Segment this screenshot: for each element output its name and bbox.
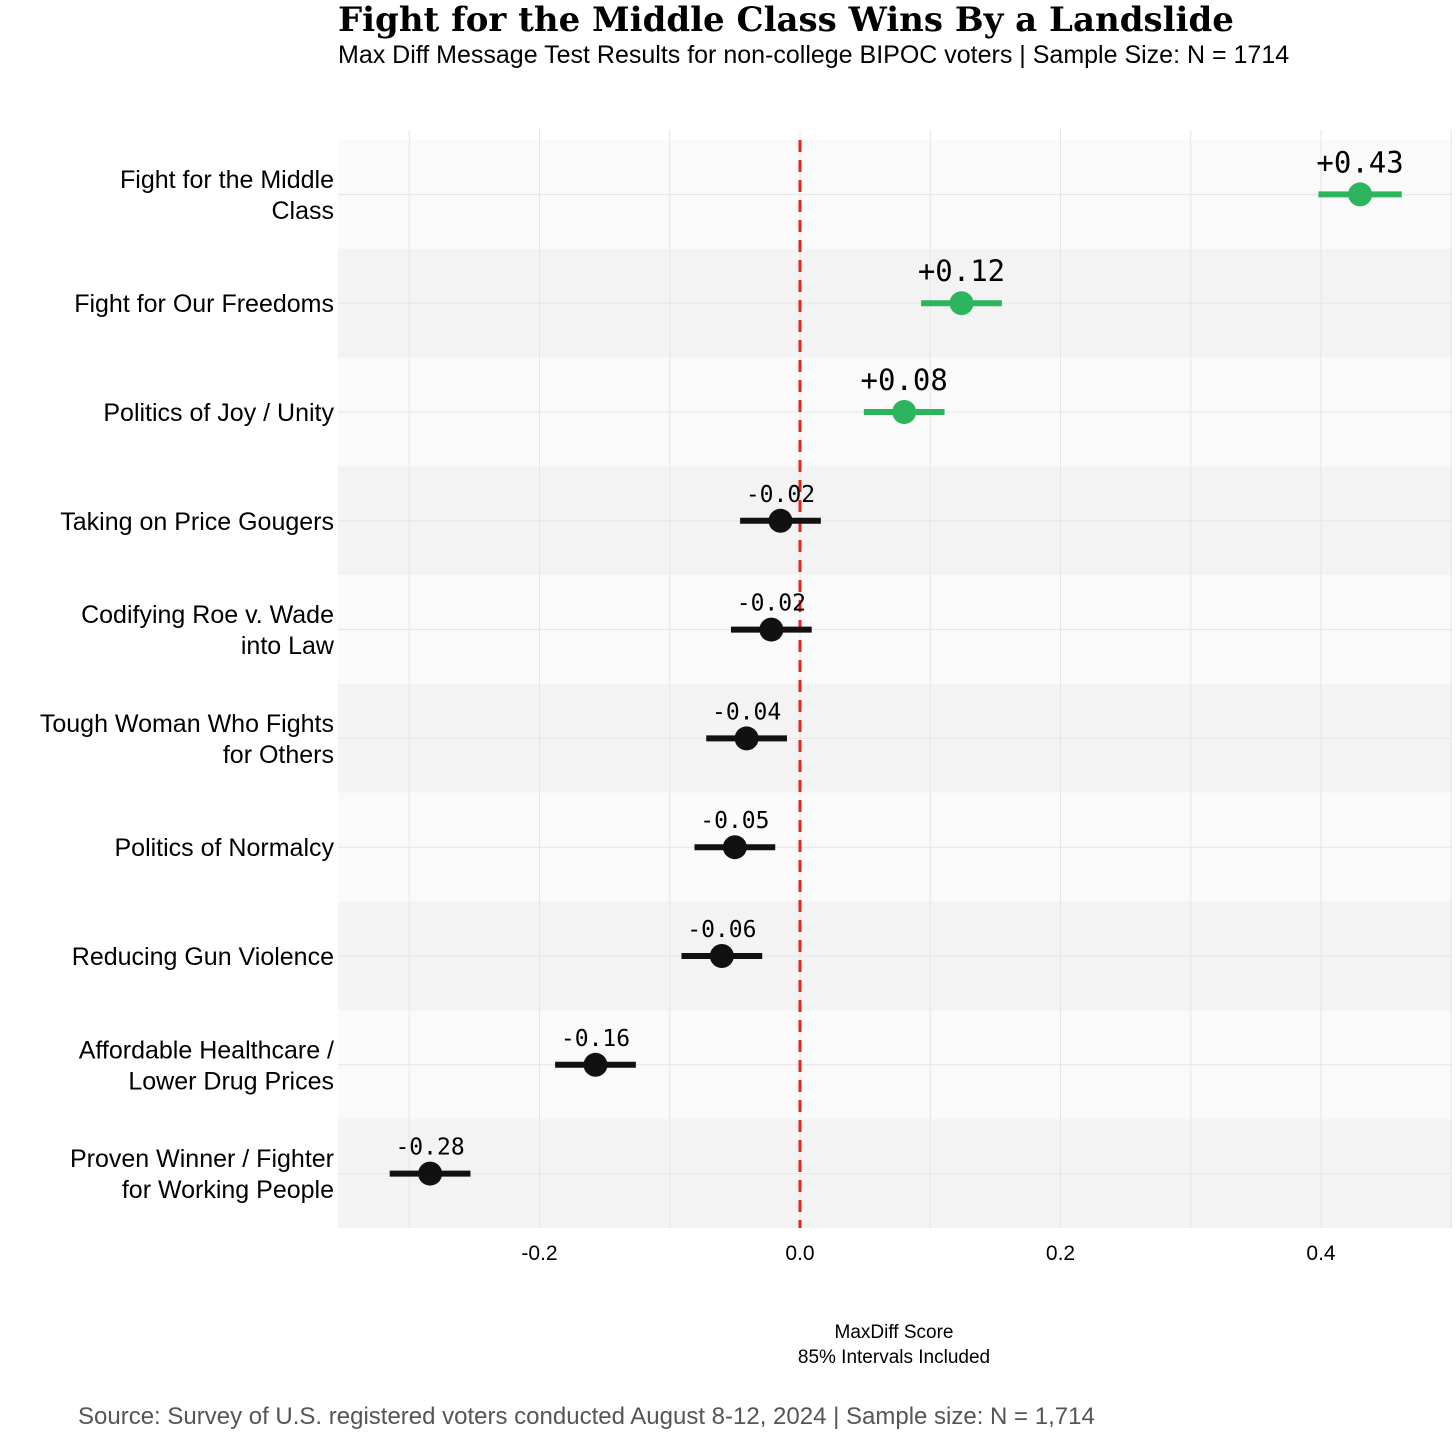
value-label: -0.28 (395, 1135, 464, 1161)
category-label: for Others (223, 741, 334, 769)
point-estimate (722, 835, 747, 860)
category-label: Proven Winner / Fighter (70, 1145, 334, 1173)
x-tick-label: 0.0 (785, 1242, 814, 1265)
value-label: -0.02 (746, 482, 815, 508)
value-label: -0.05 (700, 808, 769, 834)
point-estimate (734, 726, 759, 751)
value-label: +0.12 (918, 254, 1005, 288)
x-tick-label: 0.4 (1306, 1242, 1336, 1265)
point-estimate (759, 617, 784, 642)
point-estimate (583, 1052, 608, 1077)
category-label: Tough Woman Who Fights (40, 710, 334, 738)
category-label: Affordable Healthcare / (79, 1036, 334, 1064)
category-label: Class (271, 197, 334, 225)
x-axis-label-line2: 85% Intervals Included (798, 1347, 990, 1368)
point-estimate (768, 508, 793, 533)
y-axis-labels: Fight for the Middle Class Fight for Our F… (40, 166, 335, 1204)
x-tick-label: -0.2 (521, 1242, 557, 1265)
category-label: Politics of Normalcy (115, 834, 335, 862)
category-label: into Law (241, 632, 335, 660)
category-label: Fight for Our Freedoms (74, 290, 334, 318)
value-label: +0.08 (861, 363, 948, 397)
chart-subtitle: Max Diff Message Test Results for non-co… (338, 41, 1290, 69)
value-label: -0.02 (737, 591, 806, 617)
source-note: Source: Survey of U.S. registered voters… (78, 1403, 1095, 1430)
category-label: Lower Drug Prices (128, 1067, 334, 1095)
category-label: Taking on Price Gougers (60, 508, 334, 536)
x-tick-label: 0.2 (1046, 1242, 1075, 1265)
data-marks: +0.43 +0.12 +0.08 -0.02 -0.02 -0.04 -0.05 -0.06… (389, 145, 1404, 1186)
x-axis-label-line1: MaxDiff Score (835, 1322, 954, 1343)
x-axis-ticks: -0.2 0.0 0.2 0.4 (521, 1242, 1336, 1265)
chart-title: Fight for the Middle Class Wins By a Lan… (338, 0, 1234, 40)
value-label: -0.16 (561, 1026, 630, 1052)
category-label: Politics of Joy / Unity (103, 399, 334, 427)
value-label: -0.04 (712, 699, 781, 725)
category-label: Reducing Gun Violence (72, 943, 334, 971)
value-label: +0.43 (1316, 145, 1403, 179)
point-estimate (418, 1161, 443, 1186)
value-label: -0.06 (687, 917, 756, 943)
point-estimate (892, 400, 917, 424)
point-estimate (949, 291, 974, 316)
category-label: Codifying Roe v. Wade (81, 601, 334, 629)
point-estimate (1348, 182, 1373, 207)
category-label: for Working People (122, 1176, 334, 1204)
category-label: Fight for the Middle (120, 166, 334, 194)
gridlines (338, 130, 1452, 1228)
point-estimate (709, 944, 734, 968)
